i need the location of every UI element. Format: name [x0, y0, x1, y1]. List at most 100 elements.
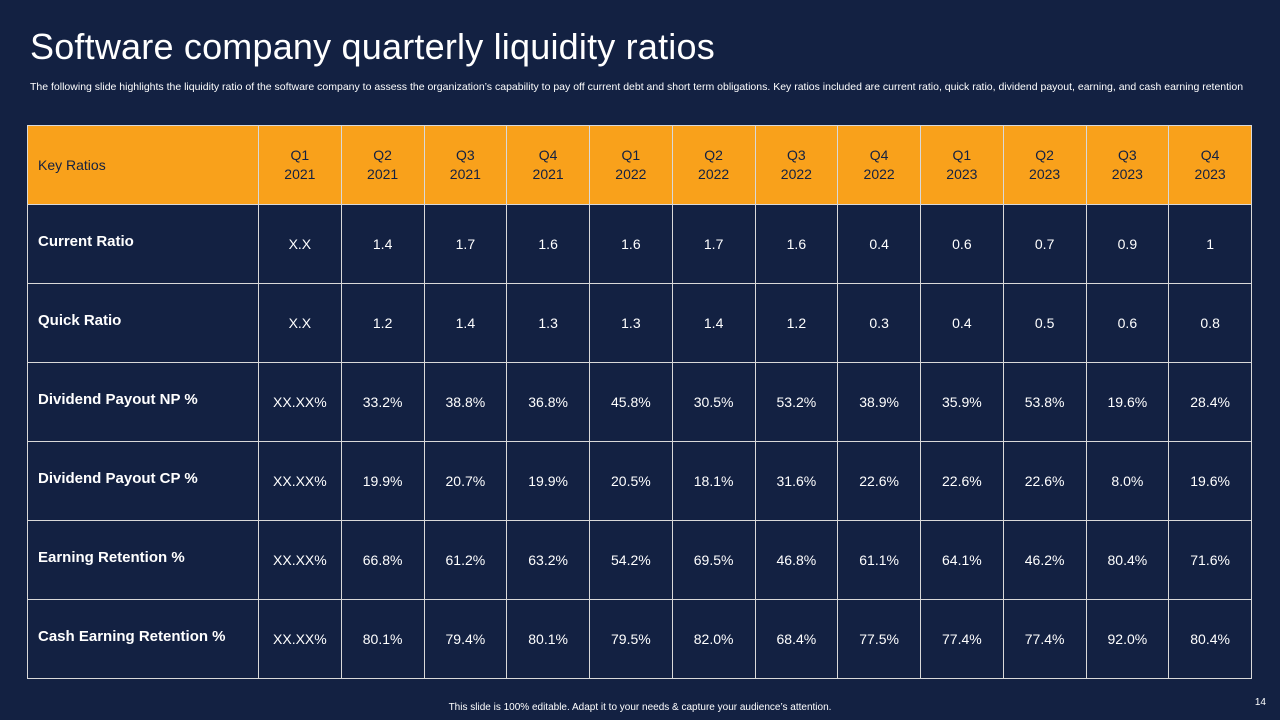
- ratio-value-cell: 92.0%: [1085, 599, 1170, 679]
- quarter-header: Q2 2023: [1002, 125, 1087, 205]
- ratio-value-cell: 8.0%: [1085, 441, 1170, 521]
- ratio-label-cell: Dividend Payout CP %: [27, 441, 259, 521]
- ratio-value-cell: XX.XX%: [258, 362, 342, 442]
- ratio-value-cell: 61.1%: [837, 520, 921, 600]
- liquidity-ratios-table: Key Ratios Q1 2021 Q2 2021 Q3 2021 Q4 2021 Q1 202…: [27, 125, 1252, 679]
- ratio-value-cell: 0.3: [837, 283, 921, 363]
- ratio-value-cell: 46.2%: [1002, 520, 1087, 600]
- quarter-header: Q1 2023: [920, 125, 1004, 205]
- ratio-value-cell: 63.2%: [506, 520, 590, 600]
- ratio-value-cell: 1.4: [671, 283, 756, 363]
- table-header-row: Key Ratios Q1 2021 Q2 2021 Q3 2021 Q4 2021 Q1 202…: [27, 125, 1252, 205]
- table-row: Quick Ratio X.X 1.2 1.4 1.3 1.3 1.4 1.2 0.3 0.4 0.…: [27, 283, 1252, 363]
- ratio-value-cell: 71.6%: [1168, 520, 1252, 600]
- year-label: 2022: [698, 166, 730, 182]
- ratio-value-cell: 20.5%: [589, 441, 673, 521]
- ratio-value-cell: 79.5%: [589, 599, 673, 679]
- ratio-value-cell: 35.9%: [920, 362, 1004, 442]
- page-title: Software company quarterly liquidity rat…: [30, 26, 715, 67]
- ratio-value-cell: 0.4: [920, 283, 1004, 363]
- ratio-value-cell: 1.3: [506, 283, 590, 363]
- year-label: 2023: [946, 166, 978, 182]
- ratio-label-cell: Cash Earning Retention %: [27, 599, 259, 679]
- quarter-label: Q1: [621, 147, 641, 163]
- ratio-value-cell: 0.8: [1168, 283, 1252, 363]
- ratio-value-cell: 0.7: [1002, 204, 1087, 284]
- quarter-label: Q4: [538, 147, 558, 163]
- quarter-header: Q4 2021: [506, 125, 590, 205]
- ratio-value-cell: 33.2%: [340, 362, 425, 442]
- quarter-label: Q4: [1200, 147, 1220, 163]
- ratio-value-cell: 77.5%: [837, 599, 921, 679]
- ratio-value-cell: 19.6%: [1168, 441, 1252, 521]
- ratio-value-cell: 77.4%: [920, 599, 1004, 679]
- year-label: 2022: [863, 166, 895, 182]
- ratio-value-cell: 69.5%: [671, 520, 756, 600]
- ratio-value-cell: XX.XX%: [258, 599, 342, 679]
- ratio-value-cell: 1.4: [423, 283, 508, 363]
- year-label: 2021: [367, 166, 399, 182]
- ratio-value-cell: 30.5%: [671, 362, 756, 442]
- quarter-header: Q3 2022: [754, 125, 839, 205]
- ratio-value-cell: 22.6%: [837, 441, 921, 521]
- ratio-value-cell: 19.9%: [340, 441, 425, 521]
- ratio-value-cell: 20.7%: [423, 441, 508, 521]
- ratio-value-cell: 1.6: [506, 204, 590, 284]
- quarter-label: Q4: [869, 147, 889, 163]
- ratio-value-cell: 79.4%: [423, 599, 508, 679]
- quarter-label: Q2: [373, 147, 392, 163]
- ratio-value-cell: 82.0%: [671, 599, 756, 679]
- year-label: 2023: [1029, 166, 1061, 182]
- quarter-header: Q1 2021: [258, 125, 342, 205]
- quarter-label: Q2: [1035, 147, 1054, 163]
- year-label: 2023: [1194, 166, 1226, 182]
- ratio-label: Dividend Payout CP %: [38, 469, 198, 487]
- ratio-value-cell: 1.2: [340, 283, 425, 363]
- year-label: 2023: [1111, 166, 1143, 182]
- year-label: 2021: [449, 166, 481, 182]
- ratio-value-cell: 80.4%: [1085, 520, 1170, 600]
- page-number: 14: [1254, 697, 1266, 708]
- ratio-value-cell: 1.6: [754, 204, 839, 284]
- quarter-header: Q4 2022: [837, 125, 921, 205]
- ratio-value-cell: 31.6%: [754, 441, 839, 521]
- quarter-header: Q3 2023: [1085, 125, 1170, 205]
- ratio-value-cell: 80.1%: [506, 599, 590, 679]
- ratio-value-cell: 22.6%: [1002, 441, 1087, 521]
- ratio-value-cell: 66.8%: [340, 520, 425, 600]
- ratio-value-cell: 1.7: [423, 204, 508, 284]
- ratio-value-cell: 19.9%: [506, 441, 590, 521]
- ratio-label-cell: Dividend Payout NP %: [27, 362, 259, 442]
- ratio-value-cell: 18.1%: [671, 441, 756, 521]
- ratio-value-cell: 0.9: [1085, 204, 1170, 284]
- ratio-value-cell: 1.2: [754, 283, 839, 363]
- ratio-value-cell: 0.6: [920, 204, 1004, 284]
- year-label: 2022: [615, 166, 647, 182]
- quarter-header: Q2 2021: [340, 125, 425, 205]
- quarter-header: Q1 2022: [589, 125, 673, 205]
- table-row: Dividend Payout NP % XX.XX% 33.2% 38.8% 36.8…: [27, 362, 1252, 442]
- ratio-label: Dividend Payout NP %: [38, 390, 198, 408]
- ratio-value-cell: 45.8%: [589, 362, 673, 442]
- slide-description: The following slide highlights the liqui…: [30, 81, 1244, 93]
- table-body: Current Ratio X.X 1.4 1.7 1.6 1.6 1.7 1.6 0.4 0.6…: [27, 204, 1252, 679]
- ratio-value-cell: 19.6%: [1085, 362, 1170, 442]
- ratio-value-cell: 53.8%: [1002, 362, 1087, 442]
- ratio-value-cell: 1.6: [589, 204, 673, 284]
- ratio-value-cell: 1.7: [671, 204, 756, 284]
- ratio-label-cell: Earning Retention %: [27, 520, 259, 600]
- footer-note: This slide is 100% editable. Adapt it to…: [448, 702, 832, 713]
- quarter-label: Q3: [1118, 147, 1137, 163]
- ratio-value-cell: 64.1%: [920, 520, 1004, 600]
- table-row: Dividend Payout CP % XX.XX% 19.9% 20.7% 19.9…: [27, 441, 1252, 521]
- ratio-label: Cash Earning Retention %: [38, 627, 226, 645]
- ratio-label: Earning Retention %: [38, 548, 185, 566]
- ratio-value-cell: XX.XX%: [258, 441, 342, 521]
- ratio-value-cell: 68.4%: [754, 599, 839, 679]
- ratio-value-cell: 80.1%: [340, 599, 425, 679]
- ratio-label-cell: Current Ratio: [27, 204, 259, 284]
- ratio-value-cell: 38.9%: [837, 362, 921, 442]
- ratio-label: Quick Ratio: [38, 311, 122, 329]
- quarter-header: Q2 2022: [671, 125, 756, 205]
- ratio-value-cell: 28.4%: [1168, 362, 1252, 442]
